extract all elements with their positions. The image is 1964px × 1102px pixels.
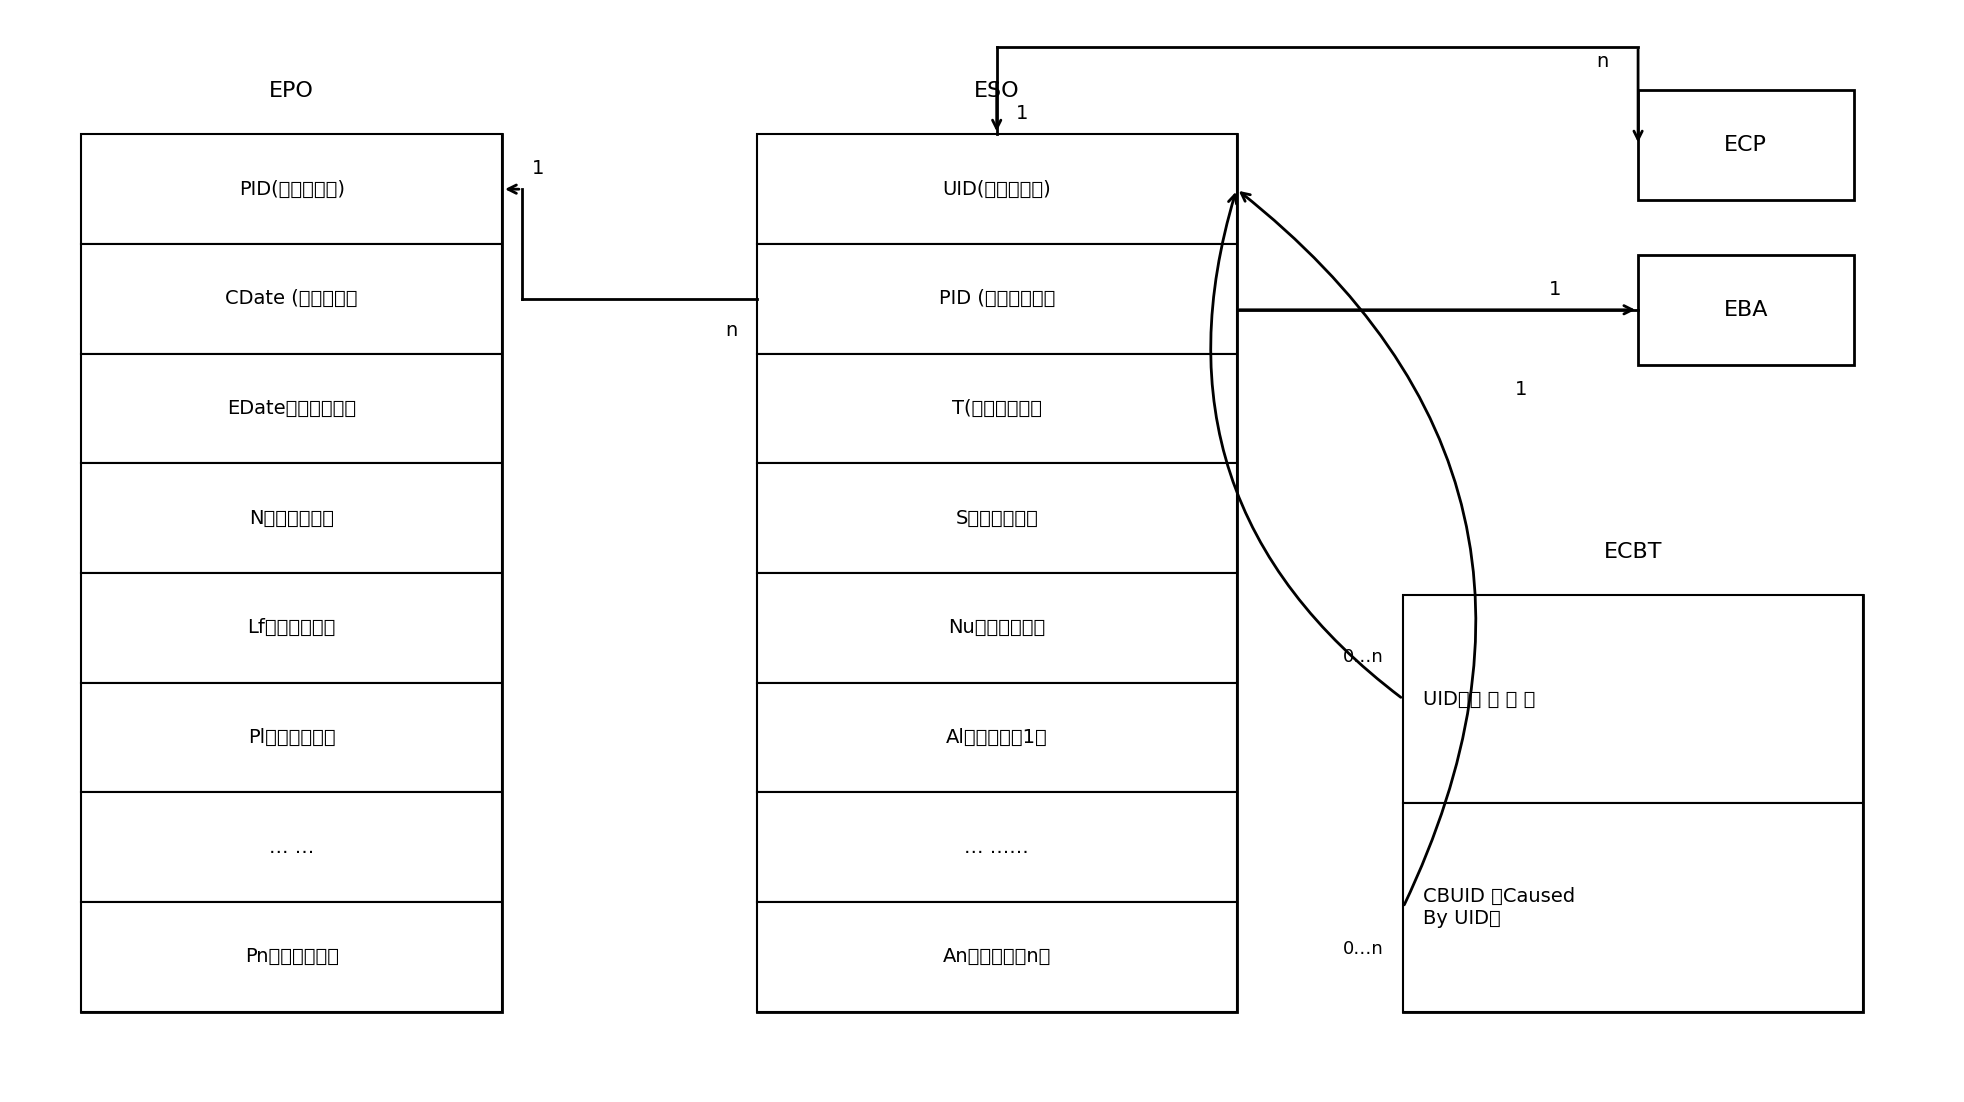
Text: Lf（持续时间）: Lf（持续时间） [247,618,336,637]
Text: ECP: ECP [1724,136,1768,155]
Text: EDate（结束时间）: EDate（结束时间） [228,399,355,418]
Polygon shape [81,682,503,792]
Text: Al（属性描述1）: Al（属性描述1） [947,728,1047,747]
Text: 1: 1 [532,159,544,179]
Text: ESO: ESO [974,82,1019,101]
Text: 1: 1 [1015,105,1029,123]
Polygon shape [756,573,1237,682]
Text: Pl（过程属性）: Pl（过程属性） [247,728,336,747]
Text: Nu（状态序号）: Nu（状态序号） [949,618,1045,637]
Text: EPO: EPO [269,82,314,101]
Text: 1: 1 [1550,280,1561,299]
Polygon shape [756,244,1237,354]
Text: … ……: … …… [964,838,1029,856]
Polygon shape [1402,595,1864,1012]
Polygon shape [1638,255,1854,365]
Text: n: n [725,321,736,339]
Text: 0…n: 0…n [1343,648,1383,666]
Text: … …: … … [269,838,314,856]
Polygon shape [756,354,1237,463]
Text: T(对应的时间）: T(对应的时间） [953,399,1041,418]
Polygon shape [756,134,1237,1012]
Polygon shape [756,134,1237,244]
Polygon shape [81,901,503,1012]
Polygon shape [756,792,1237,901]
Polygon shape [756,901,1237,1012]
Text: N（状态个数）: N（状态个数） [249,509,334,528]
Text: UID(状态标识码): UID(状态标识码) [943,180,1051,198]
Polygon shape [81,134,503,1012]
Polygon shape [81,792,503,901]
Polygon shape [756,463,1237,573]
Text: PID(过程标识码): PID(过程标识码) [240,180,344,198]
Polygon shape [1402,803,1864,1012]
Text: 0…n: 0…n [1343,940,1383,959]
Polygon shape [756,682,1237,792]
Text: An（属性描述n）: An（属性描述n） [943,948,1051,966]
Polygon shape [1638,90,1854,201]
Text: ECBT: ECBT [1605,542,1662,562]
Text: PID (过程标识码）: PID (过程标识码） [939,290,1055,309]
Text: EBA: EBA [1724,300,1768,320]
Polygon shape [81,244,503,354]
Polygon shape [81,463,503,573]
Text: n: n [1597,52,1609,72]
Text: S（状态标记）: S（状态标记） [955,509,1039,528]
Text: Pn（过程属性）: Pn（过程属性） [246,948,338,966]
Text: UID（状 态 标 识: UID（状 态 标 识 [1422,690,1536,709]
Polygon shape [81,134,503,244]
Text: 1: 1 [1514,380,1526,399]
Polygon shape [81,354,503,463]
Text: CBUID （Caused
By UID）: CBUID （Caused By UID） [1422,887,1575,928]
Polygon shape [81,573,503,682]
Polygon shape [1402,595,1864,803]
Text: CDate (产生时间）: CDate (产生时间） [226,290,357,309]
